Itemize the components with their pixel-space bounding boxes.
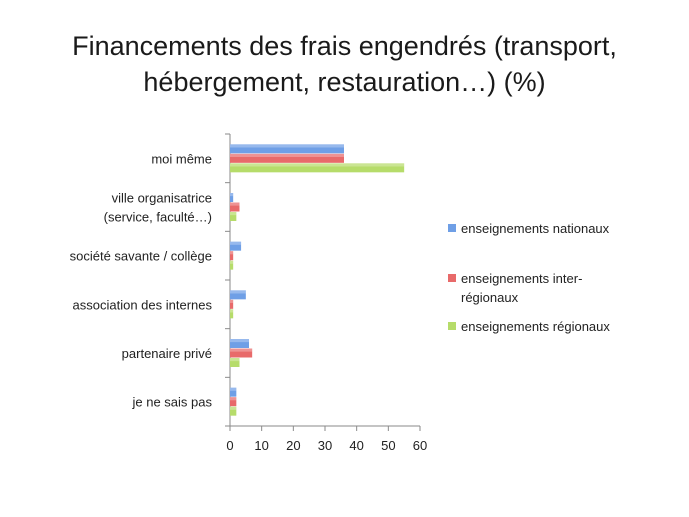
- bar-highlight: [230, 397, 237, 401]
- bar-highlight: [230, 358, 240, 362]
- chart-title: Financements des frais engendrés (transp…: [0, 28, 689, 100]
- category-label: moi même: [151, 151, 212, 166]
- x-tick-label: 30: [318, 438, 332, 453]
- bar-highlight: [230, 339, 249, 343]
- legend-swatch: [448, 224, 456, 232]
- bar: [230, 163, 405, 173]
- bar: [230, 309, 234, 319]
- bar-highlight: [230, 299, 234, 303]
- bar-highlight: [230, 348, 253, 352]
- x-tick-label: 60: [413, 438, 427, 453]
- bar-highlight: [230, 193, 234, 197]
- bar-highlight: [230, 406, 237, 410]
- chart-title-line-2: hébergement, restauration…) (%): [143, 67, 546, 97]
- legend-label: enseignements inter-: [461, 271, 582, 286]
- bar: [230, 260, 234, 270]
- legend-label: enseignements nationaux: [461, 221, 610, 236]
- bar: [230, 193, 234, 202]
- bar: [230, 251, 234, 261]
- bar-highlight: [230, 387, 237, 391]
- bar: [230, 153, 344, 163]
- x-tick-label: 20: [286, 438, 300, 453]
- bar: [230, 212, 237, 221]
- bar: [230, 299, 234, 309]
- legend-swatch: [448, 274, 456, 282]
- bar: [230, 339, 249, 348]
- category-label: association des internes: [73, 297, 213, 312]
- x-tick-label: 0: [226, 438, 233, 453]
- bar-highlight: [230, 163, 405, 167]
- bar: [230, 144, 344, 154]
- legend-swatch: [448, 322, 456, 330]
- x-tick-label: 50: [381, 438, 395, 453]
- category-label: je ne sais pas: [132, 395, 213, 410]
- bar-highlight: [230, 251, 234, 255]
- bar: [230, 358, 240, 367]
- bar: [230, 397, 237, 407]
- bar: [230, 348, 253, 358]
- bar-highlight: [230, 144, 344, 148]
- bar: [230, 387, 237, 397]
- category-label: (service, faculté…): [104, 210, 212, 225]
- category-label: société savante / collège: [70, 249, 212, 264]
- bar: [230, 241, 242, 251]
- bar-highlight: [230, 290, 246, 294]
- bar: [230, 290, 246, 300]
- bar: [230, 406, 237, 416]
- bar: [230, 202, 240, 212]
- bar-highlight: [230, 202, 240, 206]
- bar-highlight: [230, 241, 242, 245]
- legend-label: régionaux: [461, 290, 519, 305]
- bar-highlight: [230, 260, 234, 264]
- chart-title-line-1: Financements des frais engendrés (transp…: [72, 31, 617, 61]
- category-label: partenaire privé: [122, 346, 212, 361]
- bar-highlight: [230, 153, 344, 157]
- x-tick-label: 10: [254, 438, 268, 453]
- x-tick-label: 40: [349, 438, 363, 453]
- bar-highlight: [230, 212, 237, 216]
- bar-highlight: [230, 309, 234, 313]
- legend-label: enseignements régionaux: [461, 319, 610, 334]
- category-label: ville organisatrice: [112, 191, 212, 206]
